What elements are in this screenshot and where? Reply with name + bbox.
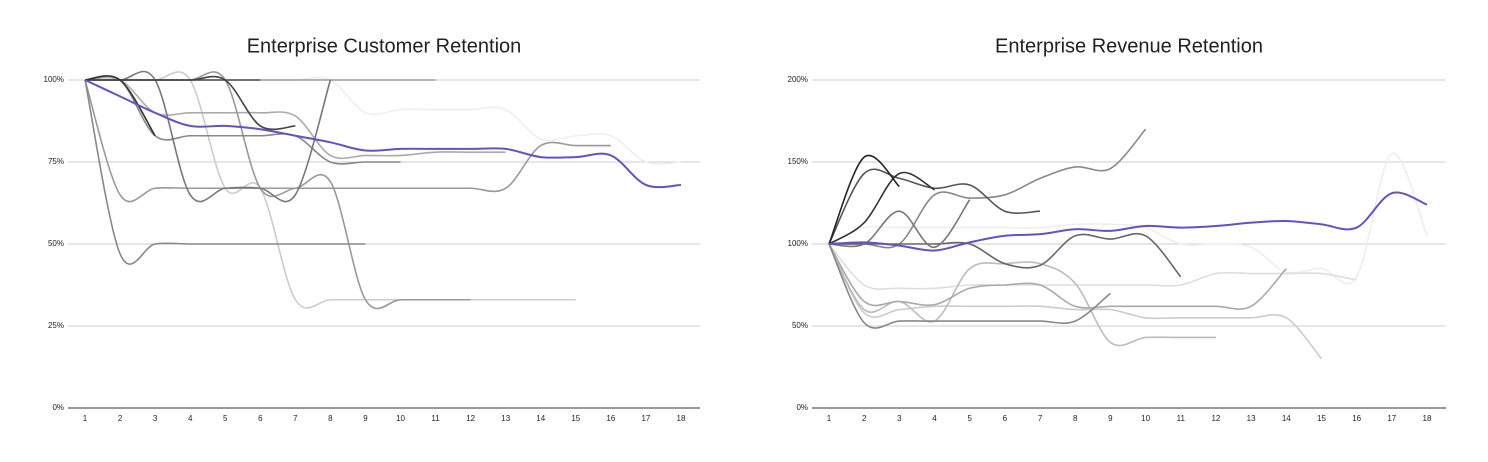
- x-tick-label: 15: [1317, 414, 1326, 423]
- y-tick-label: 0%: [52, 403, 64, 412]
- x-tick-label: 17: [1387, 414, 1396, 423]
- x-tick-label: 3: [897, 414, 902, 423]
- x-tick-label: 5: [223, 414, 228, 423]
- y-tick-label: 150%: [788, 157, 808, 166]
- x-tick-label: 13: [1247, 414, 1256, 423]
- y-tick-label: 75%: [48, 157, 64, 166]
- y-tick-label: 50%: [792, 321, 808, 330]
- x-tick-label: 4: [932, 414, 937, 423]
- x-tick-label: 8: [328, 414, 333, 423]
- x-tick-label: 6: [258, 414, 263, 423]
- x-tick-label: 17: [641, 414, 650, 423]
- series-line: [828, 243, 1287, 310]
- series-line: [828, 171, 935, 245]
- chart-title: Enterprise Revenue Retention: [995, 35, 1263, 57]
- series-line: [84, 75, 156, 137]
- x-tick-label: 14: [1282, 414, 1291, 423]
- x-tick-label: 11: [1177, 414, 1186, 423]
- x-tick-label: 6: [1003, 414, 1008, 423]
- x-tick-label: 10: [396, 414, 405, 423]
- series-line: [84, 75, 401, 165]
- series-line: [84, 71, 576, 309]
- series-line: [828, 168, 1041, 245]
- x-tick-label: 1: [83, 414, 88, 423]
- x-tick-label: 16: [1352, 414, 1361, 423]
- y-tick-label: 200%: [788, 75, 808, 84]
- x-tick-label: 4: [188, 414, 193, 423]
- x-tick-label: 14: [536, 414, 545, 423]
- series-line: [828, 199, 971, 249]
- x-tick-label: 18: [677, 414, 686, 423]
- x-tick-label: 10: [1141, 414, 1150, 423]
- series-line: [828, 152, 1428, 285]
- series-line: [829, 232, 1182, 278]
- series-line: [828, 154, 900, 245]
- x-tick-label: 15: [571, 414, 580, 423]
- series-line: [84, 75, 296, 131]
- series-line: [84, 70, 332, 203]
- x-tick-label: 8: [1073, 414, 1078, 423]
- x-tick-label: 18: [1423, 414, 1432, 423]
- x-tick-label: 9: [363, 414, 368, 423]
- x-tick-label: 2: [118, 414, 123, 423]
- chart-title: Enterprise Customer Retention: [247, 35, 522, 57]
- x-tick-label: 2: [862, 414, 867, 423]
- x-tick-label: 3: [153, 414, 158, 423]
- x-tick-label: 9: [1108, 414, 1113, 423]
- y-tick-label: 50%: [48, 239, 64, 248]
- x-tick-label: 7: [293, 414, 298, 423]
- series-line: [84, 79, 611, 203]
- series-line: [84, 76, 506, 160]
- x-tick-label: 7: [1038, 414, 1043, 423]
- series-line: [828, 243, 1111, 329]
- y-tick-label: 100%: [788, 239, 808, 248]
- x-tick-label: 12: [1211, 414, 1220, 423]
- x-tick-label: 5: [967, 414, 972, 423]
- x-tick-label: 1: [827, 414, 832, 423]
- series-line: [828, 243, 1323, 360]
- series-line: [828, 243, 1357, 291]
- series-line: [84, 79, 682, 189]
- series-line: [828, 243, 1216, 347]
- y-tick-label: 25%: [48, 321, 64, 330]
- x-tick-label: 16: [606, 414, 615, 423]
- x-tick-label: 11: [431, 414, 440, 423]
- series-line: [84, 79, 366, 265]
- x-tick-label: 13: [501, 414, 510, 423]
- y-tick-label: 100%: [44, 75, 64, 84]
- series-line: [828, 191, 1428, 252]
- x-tick-label: 12: [466, 414, 475, 423]
- y-tick-label: 0%: [796, 403, 808, 412]
